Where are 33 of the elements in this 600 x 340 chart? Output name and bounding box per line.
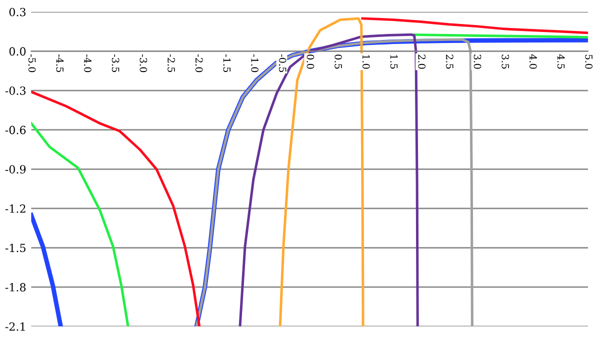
x-tick-label: -4.5 <box>56 54 64 72</box>
x-tick-label: 3.0 <box>474 54 482 69</box>
y-tick-label: 0.3 <box>9 8 26 16</box>
y-tick-label: 0.0 <box>9 47 26 56</box>
y-tick-label: -1.5 <box>5 244 26 252</box>
x-tick-label: 5.0 <box>585 54 593 69</box>
y-tick-label: -1.8 <box>5 283 26 292</box>
x-tick-label: 3.5 <box>502 54 510 69</box>
x-tick-label: -2.5 <box>168 54 175 72</box>
y-tick-label: -1.2 <box>5 204 26 213</box>
x-tick-label: 0.0 <box>306 54 314 69</box>
x-tick-label: 0.5 <box>334 54 342 69</box>
y-tick-label: -0.6 <box>5 126 26 134</box>
y-tick-label: -0.9 <box>5 165 26 174</box>
x-tick-label: -5.0 <box>28 54 36 72</box>
x-tick-label: 2.0 <box>418 54 426 69</box>
x-tick-label: -1.0 <box>251 54 258 72</box>
x-tick-label: -3.0 <box>140 54 148 72</box>
x-tick-label: -1.5 <box>223 54 231 72</box>
y-tick-label: -2.1 <box>5 322 25 331</box>
line-series <box>195 38 474 326</box>
x-tick-label: -4.0 <box>84 54 92 72</box>
x-tick-label: 4.5 <box>557 54 565 69</box>
x-tick-label: -3.5 <box>112 54 120 72</box>
x-tick-label: -0.5 <box>278 54 286 72</box>
x-tick-label: 2.5 <box>446 54 454 69</box>
line-series <box>238 33 419 326</box>
line-series <box>278 17 364 326</box>
x-tick-label: -2.0 <box>195 54 203 72</box>
y-tick-label: -0.3 <box>5 86 26 95</box>
x-tick-label: 1.0 <box>362 55 370 69</box>
x-tick-label: 1.5 <box>390 55 398 69</box>
x-tick-label: 4.0 <box>530 54 537 69</box>
